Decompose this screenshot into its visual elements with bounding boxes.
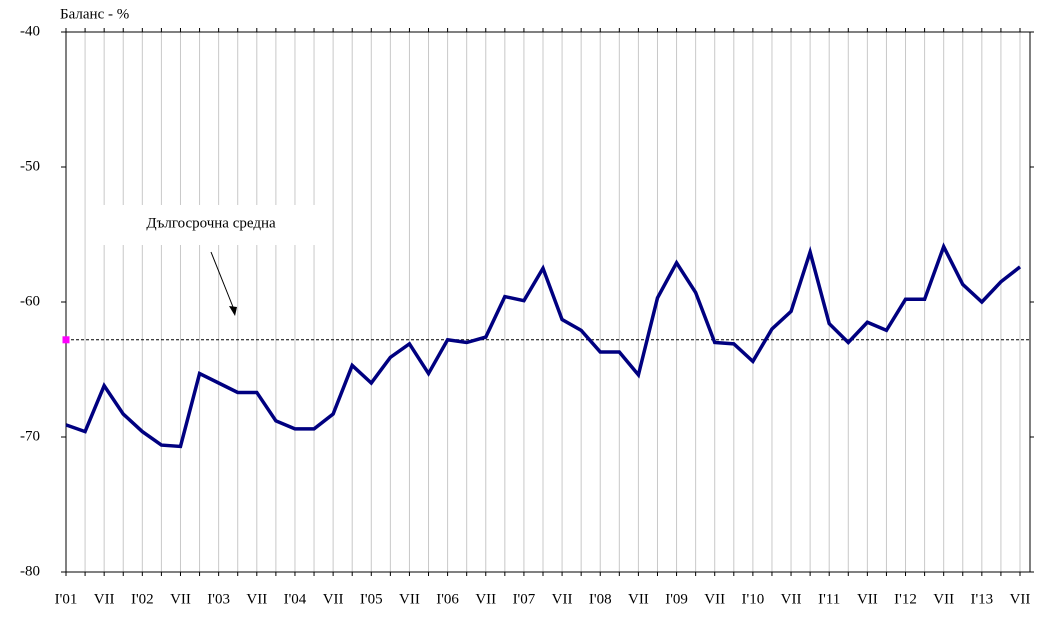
x-tick-label: VII <box>781 591 802 607</box>
plot-frame <box>65 31 1031 573</box>
x-tick-label: VII <box>1010 591 1031 607</box>
y-tick-label: -50 <box>20 158 40 174</box>
x-tick-label: VII <box>399 591 420 607</box>
annotation: Дългосрочна средна <box>146 215 276 231</box>
x-tick-label: I'08 <box>589 591 612 607</box>
x-tick-label: I'07 <box>513 591 536 607</box>
arrow-head <box>229 306 237 316</box>
x-tick-label: I'12 <box>894 591 917 607</box>
x-tick-label: VII <box>246 591 267 607</box>
x-tick-label: VII <box>94 591 115 607</box>
x-tick-label: I'10 <box>742 591 765 607</box>
y-tick-label: -80 <box>20 563 40 579</box>
x-tick-label: I'06 <box>436 591 459 607</box>
y-tick-label: -70 <box>20 428 40 444</box>
annotation-arrow <box>210 251 236 313</box>
x-tick-label: I'09 <box>665 591 688 607</box>
y-tick-label: -40 <box>20 23 40 39</box>
x-tick-label: VII <box>170 591 191 607</box>
chart-title: Баланс - % <box>60 6 129 22</box>
x-tick-label: VII <box>323 591 344 607</box>
x-tick-label: I'05 <box>360 591 383 607</box>
average-marker <box>62 336 70 344</box>
x-tick-label: I'02 <box>131 591 154 607</box>
y-tick-label: -60 <box>20 293 40 309</box>
x-tick-label: VII <box>552 591 573 607</box>
x-tick-label: I'13 <box>970 591 993 607</box>
x-tick-label: VII <box>475 591 496 607</box>
annotation-box <box>100 205 322 245</box>
x-tick-label: I'03 <box>207 591 230 607</box>
x-tick-label: I'01 <box>55 591 78 607</box>
x-tick-label: I'04 <box>284 591 307 607</box>
x-tick-label: VII <box>857 591 878 607</box>
x-tick-label: VII <box>704 591 725 607</box>
x-tick-label: VII <box>628 591 649 607</box>
data-line <box>65 242 1022 449</box>
x-tick-label: I'11 <box>818 591 840 607</box>
x-tick-label: VII <box>933 591 954 607</box>
